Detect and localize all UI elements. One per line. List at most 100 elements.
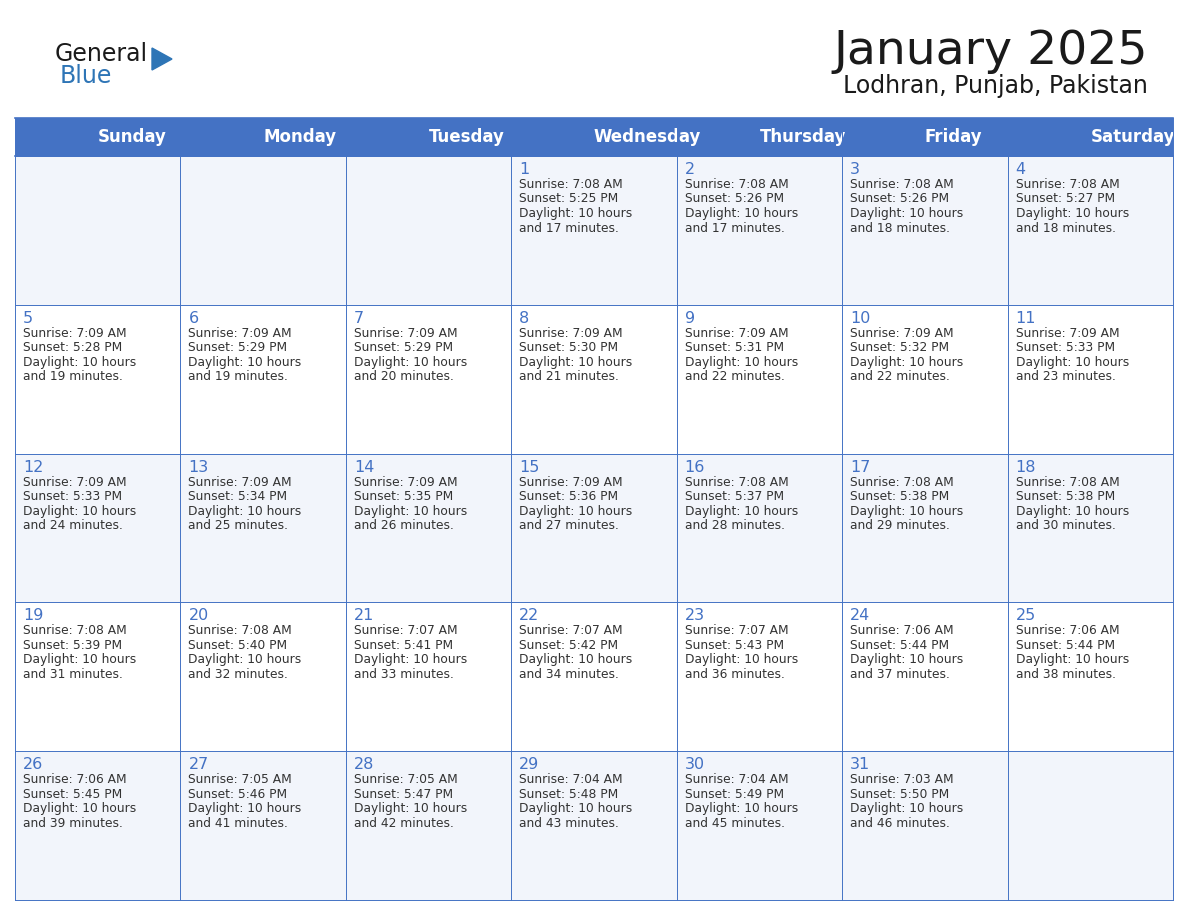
Text: 29: 29 [519,757,539,772]
Bar [15,453,1173,602]
Text: 2: 2 [684,162,695,177]
Bar [15,118,1173,156]
Text: Sunset: 5:35 PM: Sunset: 5:35 PM [354,490,453,503]
Text: Daylight: 10 hours: Daylight: 10 hours [23,505,137,518]
Text: and 36 minutes.: and 36 minutes. [684,668,784,681]
Text: Sunset: 5:41 PM: Sunset: 5:41 PM [354,639,453,652]
Text: Sunrise: 7:08 AM: Sunrise: 7:08 AM [851,476,954,488]
Text: and 17 minutes.: and 17 minutes. [519,221,619,234]
Text: Sunrise: 7:09 AM: Sunrise: 7:09 AM [23,476,127,488]
Text: Daylight: 10 hours: Daylight: 10 hours [851,802,963,815]
Text: Daylight: 10 hours: Daylight: 10 hours [1016,356,1129,369]
Text: Sunrise: 7:08 AM: Sunrise: 7:08 AM [519,178,623,191]
Text: 10: 10 [851,311,871,326]
Text: Sunrise: 7:05 AM: Sunrise: 7:05 AM [354,773,457,786]
Text: Sunset: 5:44 PM: Sunset: 5:44 PM [851,639,949,652]
Text: Sunset: 5:47 PM: Sunset: 5:47 PM [354,788,453,800]
Text: Daylight: 10 hours: Daylight: 10 hours [189,802,302,815]
Text: Sunrise: 7:09 AM: Sunrise: 7:09 AM [354,327,457,340]
Text: Daylight: 10 hours: Daylight: 10 hours [851,654,963,666]
Text: Daylight: 10 hours: Daylight: 10 hours [1016,207,1129,220]
Text: Daylight: 10 hours: Daylight: 10 hours [684,207,798,220]
Text: and 23 minutes.: and 23 minutes. [1016,370,1116,384]
Text: Sunday: Sunday [97,128,166,146]
Text: Sunset: 5:43 PM: Sunset: 5:43 PM [684,639,784,652]
Text: Daylight: 10 hours: Daylight: 10 hours [23,802,137,815]
Text: Lodhran, Punjab, Pakistan: Lodhran, Punjab, Pakistan [843,74,1148,98]
Text: Sunrise: 7:09 AM: Sunrise: 7:09 AM [189,327,292,340]
Text: Sunrise: 7:09 AM: Sunrise: 7:09 AM [354,476,457,488]
Text: Daylight: 10 hours: Daylight: 10 hours [23,654,137,666]
Bar [15,305,1173,453]
Text: Sunrise: 7:09 AM: Sunrise: 7:09 AM [519,476,623,488]
Text: Friday: Friday [924,128,982,146]
Text: Daylight: 10 hours: Daylight: 10 hours [519,356,632,369]
Text: and 27 minutes.: and 27 minutes. [519,519,619,532]
Text: 18: 18 [1016,460,1036,475]
Text: 9: 9 [684,311,695,326]
Text: Sunset: 5:28 PM: Sunset: 5:28 PM [23,341,122,354]
Text: Sunrise: 7:08 AM: Sunrise: 7:08 AM [189,624,292,637]
Text: Sunset: 5:33 PM: Sunset: 5:33 PM [1016,341,1114,354]
Text: Sunset: 5:33 PM: Sunset: 5:33 PM [23,490,122,503]
Text: Sunset: 5:42 PM: Sunset: 5:42 PM [519,639,619,652]
Text: Sunrise: 7:09 AM: Sunrise: 7:09 AM [189,476,292,488]
Text: 6: 6 [189,311,198,326]
Text: Sunset: 5:44 PM: Sunset: 5:44 PM [1016,639,1114,652]
Text: Daylight: 10 hours: Daylight: 10 hours [519,802,632,815]
Text: Sunrise: 7:09 AM: Sunrise: 7:09 AM [684,327,789,340]
Text: 13: 13 [189,460,209,475]
Text: Sunset: 5:46 PM: Sunset: 5:46 PM [189,788,287,800]
Text: and 20 minutes.: and 20 minutes. [354,370,454,384]
Text: 23: 23 [684,609,704,623]
Bar [15,751,1173,900]
Text: Sunrise: 7:08 AM: Sunrise: 7:08 AM [684,476,789,488]
Text: and 29 minutes.: and 29 minutes. [851,519,950,532]
Text: and 18 minutes.: and 18 minutes. [1016,221,1116,234]
Text: Sunset: 5:38 PM: Sunset: 5:38 PM [851,490,949,503]
Text: 8: 8 [519,311,530,326]
Text: 3: 3 [851,162,860,177]
Text: Sunrise: 7:08 AM: Sunrise: 7:08 AM [1016,476,1119,488]
Text: 17: 17 [851,460,871,475]
Text: Daylight: 10 hours: Daylight: 10 hours [684,356,798,369]
Text: and 46 minutes.: and 46 minutes. [851,817,950,830]
Text: 20: 20 [189,609,209,623]
Text: Daylight: 10 hours: Daylight: 10 hours [354,654,467,666]
Text: Daylight: 10 hours: Daylight: 10 hours [354,802,467,815]
Bar [15,156,1173,305]
Text: Sunrise: 7:06 AM: Sunrise: 7:06 AM [23,773,127,786]
Text: and 28 minutes.: and 28 minutes. [684,519,785,532]
Text: Thursday: Thursday [759,128,846,146]
Text: Daylight: 10 hours: Daylight: 10 hours [851,207,963,220]
Text: 22: 22 [519,609,539,623]
Text: 31: 31 [851,757,871,772]
Text: Sunrise: 7:03 AM: Sunrise: 7:03 AM [851,773,954,786]
Text: 21: 21 [354,609,374,623]
Text: Sunrise: 7:05 AM: Sunrise: 7:05 AM [189,773,292,786]
Text: Sunset: 5:32 PM: Sunset: 5:32 PM [851,341,949,354]
Text: Sunset: 5:49 PM: Sunset: 5:49 PM [684,788,784,800]
Text: and 22 minutes.: and 22 minutes. [684,370,784,384]
Text: Sunrise: 7:08 AM: Sunrise: 7:08 AM [1016,178,1119,191]
Text: Sunrise: 7:07 AM: Sunrise: 7:07 AM [519,624,623,637]
Text: and 31 minutes.: and 31 minutes. [23,668,122,681]
Text: Sunrise: 7:09 AM: Sunrise: 7:09 AM [851,327,954,340]
Text: Daylight: 10 hours: Daylight: 10 hours [1016,505,1129,518]
Text: Sunset: 5:27 PM: Sunset: 5:27 PM [1016,193,1114,206]
Text: Sunrise: 7:08 AM: Sunrise: 7:08 AM [851,178,954,191]
Text: Daylight: 10 hours: Daylight: 10 hours [189,505,302,518]
Text: Wednesday: Wednesday [594,128,701,146]
Text: Daylight: 10 hours: Daylight: 10 hours [189,654,302,666]
Text: Sunrise: 7:09 AM: Sunrise: 7:09 AM [519,327,623,340]
Text: 7: 7 [354,311,364,326]
Text: 24: 24 [851,609,871,623]
Text: 4: 4 [1016,162,1025,177]
Text: and 39 minutes.: and 39 minutes. [23,817,122,830]
Text: Saturday: Saturday [1091,128,1175,146]
Text: and 37 minutes.: and 37 minutes. [851,668,950,681]
Text: and 30 minutes.: and 30 minutes. [1016,519,1116,532]
Text: 1: 1 [519,162,530,177]
Text: and 34 minutes.: and 34 minutes. [519,668,619,681]
Text: Daylight: 10 hours: Daylight: 10 hours [519,207,632,220]
